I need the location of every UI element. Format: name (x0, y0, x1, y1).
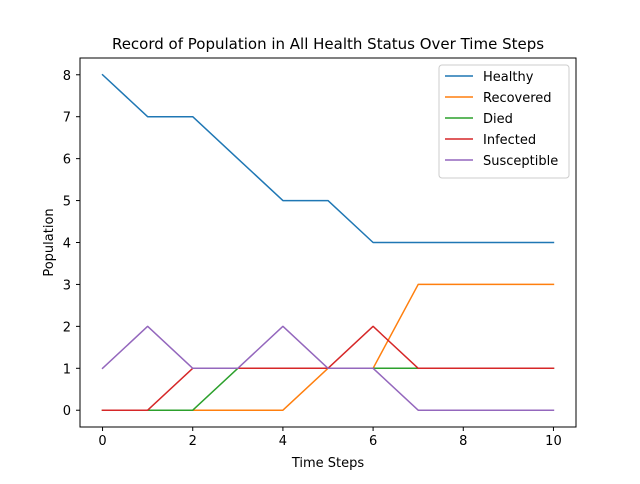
y-tick-label: 5 (63, 195, 71, 210)
x-axis: 0 2 4 6 8 10 (98, 427, 562, 449)
y-tick-label: 0 (63, 404, 71, 419)
y-tick-label: 1 (63, 362, 71, 377)
chart-title: Record of Population in All Health Statu… (112, 35, 544, 53)
series-line-healthy (101, 73, 555, 244)
x-tick-label: 4 (279, 434, 287, 449)
legend-label-infected: Infected (483, 133, 536, 148)
legend-label-susceptible: Susceptible (483, 154, 558, 169)
y-tick-label: 6 (63, 153, 71, 168)
legend-label-died: Died (483, 112, 513, 127)
x-axis-label: Time Steps (291, 456, 365, 471)
y-tick-label: 2 (63, 320, 71, 335)
y-tick-label: 4 (63, 237, 71, 252)
legend-label-healthy: Healthy (483, 70, 534, 85)
x-tick-label: 10 (545, 434, 562, 449)
y-tick-label: 3 (63, 278, 71, 293)
x-tick-label: 0 (98, 434, 106, 449)
legend: Healthy Recovered Died Infected Susceptible (438, 64, 570, 179)
x-tick-label: 2 (189, 434, 197, 449)
y-axis: 0 1 2 3 4 5 6 7 8 (63, 69, 80, 419)
legend-label-recovered: Recovered (483, 91, 552, 106)
legend-box (438, 64, 570, 179)
series-line-susceptible (101, 325, 555, 411)
series-lines (101, 73, 555, 411)
y-tick-label: 7 (63, 111, 71, 126)
x-tick-label: 8 (459, 434, 467, 449)
y-axis-label: Population (42, 208, 57, 276)
x-tick-label: 6 (369, 434, 377, 449)
y-tick-label: 8 (63, 69, 71, 84)
